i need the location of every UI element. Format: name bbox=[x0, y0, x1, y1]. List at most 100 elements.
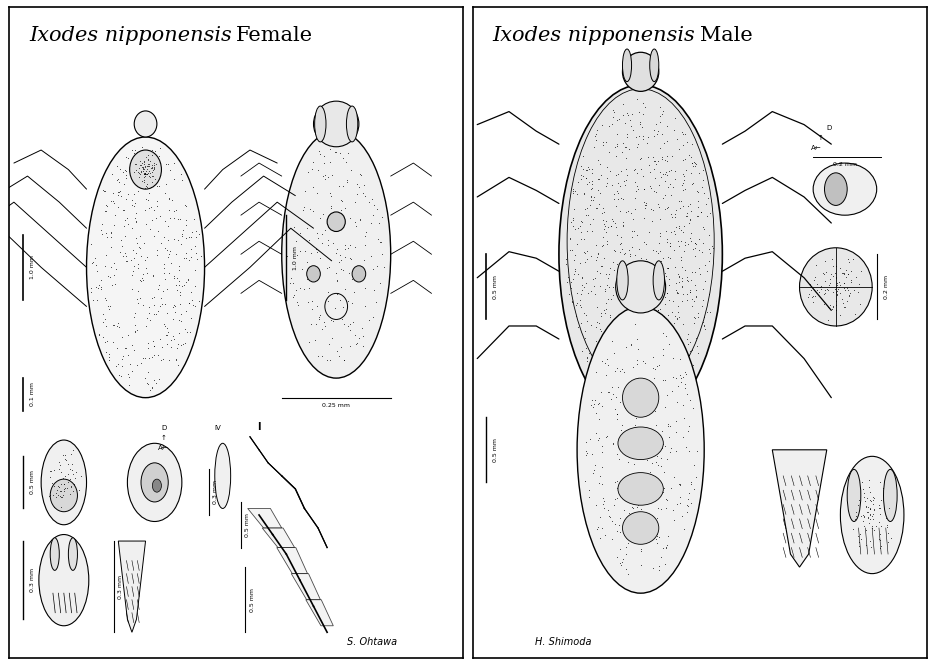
Point bbox=[625, 503, 640, 513]
Point bbox=[647, 406, 662, 417]
Point bbox=[324, 315, 339, 325]
Point bbox=[622, 344, 637, 354]
Point bbox=[154, 299, 169, 310]
Point bbox=[139, 152, 154, 163]
Point bbox=[83, 283, 98, 293]
Point bbox=[151, 225, 166, 236]
Point bbox=[666, 124, 681, 135]
Point bbox=[849, 271, 864, 282]
Point bbox=[599, 181, 614, 192]
Point bbox=[871, 517, 886, 527]
Point bbox=[366, 209, 381, 220]
Point bbox=[581, 177, 596, 188]
Point bbox=[841, 290, 856, 301]
Point bbox=[145, 381, 160, 392]
Point bbox=[607, 194, 622, 204]
Point bbox=[823, 300, 838, 311]
Point bbox=[664, 442, 679, 453]
Point bbox=[676, 220, 691, 231]
Point bbox=[95, 331, 110, 342]
Point bbox=[146, 341, 161, 352]
Point bbox=[667, 384, 682, 394]
Point bbox=[174, 309, 189, 320]
Point bbox=[110, 175, 124, 186]
Point bbox=[306, 182, 321, 192]
Point bbox=[605, 180, 620, 190]
Point bbox=[578, 475, 592, 486]
Point bbox=[644, 399, 659, 410]
Point bbox=[578, 248, 592, 259]
Point bbox=[690, 186, 705, 196]
Point bbox=[110, 343, 125, 354]
Point bbox=[338, 283, 353, 294]
Point bbox=[607, 476, 622, 487]
Point bbox=[333, 254, 348, 265]
Point bbox=[172, 328, 187, 338]
Point bbox=[851, 287, 866, 297]
Point bbox=[658, 493, 673, 504]
Point bbox=[107, 257, 122, 268]
Point bbox=[649, 390, 664, 401]
Ellipse shape bbox=[622, 512, 659, 544]
Point bbox=[136, 168, 151, 178]
Point bbox=[653, 143, 668, 154]
Point bbox=[136, 269, 151, 279]
Point bbox=[641, 299, 656, 309]
Point bbox=[634, 389, 649, 400]
Point bbox=[593, 170, 608, 180]
Point bbox=[663, 238, 678, 249]
Point bbox=[615, 110, 630, 120]
Point bbox=[606, 282, 621, 293]
Point bbox=[873, 509, 888, 519]
Point bbox=[620, 402, 635, 413]
Point bbox=[682, 199, 697, 209]
Point bbox=[57, 450, 72, 460]
Point bbox=[630, 354, 645, 365]
Point bbox=[667, 174, 682, 184]
Point bbox=[597, 340, 612, 350]
Point bbox=[312, 146, 327, 156]
Point bbox=[693, 269, 708, 279]
Point bbox=[622, 250, 637, 261]
Point bbox=[609, 289, 624, 300]
Point bbox=[658, 167, 673, 178]
Point bbox=[612, 527, 627, 537]
Point bbox=[122, 359, 137, 370]
Point bbox=[171, 260, 186, 271]
Point bbox=[682, 214, 697, 225]
Point bbox=[588, 273, 603, 283]
Point bbox=[862, 475, 877, 485]
Point bbox=[592, 398, 607, 408]
Point bbox=[688, 161, 703, 172]
Point bbox=[606, 216, 621, 227]
Point bbox=[622, 249, 637, 259]
Point bbox=[651, 305, 665, 316]
Point bbox=[641, 132, 656, 142]
Point bbox=[563, 282, 578, 293]
Point bbox=[118, 170, 133, 180]
Point bbox=[659, 390, 674, 401]
Point bbox=[862, 509, 877, 519]
Point bbox=[616, 219, 631, 230]
Point bbox=[607, 355, 622, 366]
Point bbox=[658, 381, 673, 392]
Point bbox=[128, 233, 143, 244]
Point bbox=[621, 109, 636, 120]
Point bbox=[602, 386, 617, 397]
Point bbox=[610, 391, 625, 402]
Point bbox=[651, 360, 666, 370]
Point bbox=[616, 393, 631, 404]
Text: 0.5 mm: 0.5 mm bbox=[493, 438, 498, 462]
Point bbox=[816, 268, 831, 279]
Point bbox=[584, 395, 599, 406]
Point bbox=[689, 341, 704, 352]
Point bbox=[654, 108, 669, 119]
Point bbox=[635, 361, 650, 372]
Point bbox=[610, 436, 625, 446]
Point bbox=[182, 297, 197, 308]
Point bbox=[316, 151, 331, 162]
Point bbox=[651, 237, 666, 248]
Point bbox=[130, 263, 145, 273]
Point bbox=[673, 377, 688, 388]
Point bbox=[686, 156, 701, 167]
